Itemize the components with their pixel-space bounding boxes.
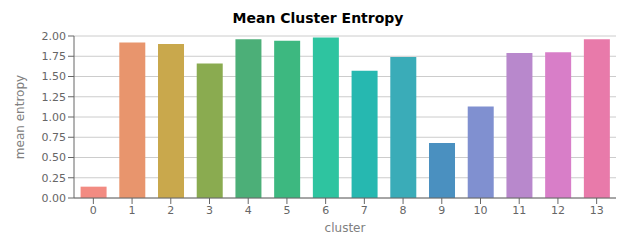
svg-text:1.50: 1.50 — [42, 70, 67, 83]
svg-text:11: 11 — [512, 204, 526, 217]
svg-text:5: 5 — [283, 204, 290, 217]
svg-text:8: 8 — [400, 204, 407, 217]
svg-text:6: 6 — [322, 204, 329, 217]
svg-text:0.00: 0.00 — [42, 192, 67, 205]
svg-text:0.75: 0.75 — [42, 131, 67, 144]
svg-text:0: 0 — [90, 204, 97, 217]
svg-text:2: 2 — [167, 204, 174, 217]
svg-text:1: 1 — [129, 204, 136, 217]
svg-text:cluster: cluster — [325, 221, 366, 235]
svg-text:0.25: 0.25 — [42, 172, 67, 185]
svg-text:4: 4 — [245, 204, 252, 217]
svg-text:9: 9 — [438, 204, 445, 217]
svg-text:12: 12 — [551, 204, 565, 217]
svg-text:1.25: 1.25 — [42, 91, 67, 104]
svg-text:0.50: 0.50 — [42, 151, 67, 164]
html-text:Mean Cluster Entropy: Mean Cluster Entropy — [232, 10, 404, 26]
svg-text:3: 3 — [206, 204, 213, 217]
svg-text:2.00: 2.00 — [42, 30, 67, 43]
svg-text:mean entropy: mean entropy — [13, 75, 27, 159]
svg-text:1.75: 1.75 — [42, 50, 67, 63]
svg-text:1.00: 1.00 — [42, 111, 67, 124]
svg-text:13: 13 — [590, 204, 604, 217]
svg-text:7: 7 — [361, 204, 368, 217]
svg-text:10: 10 — [474, 204, 488, 217]
